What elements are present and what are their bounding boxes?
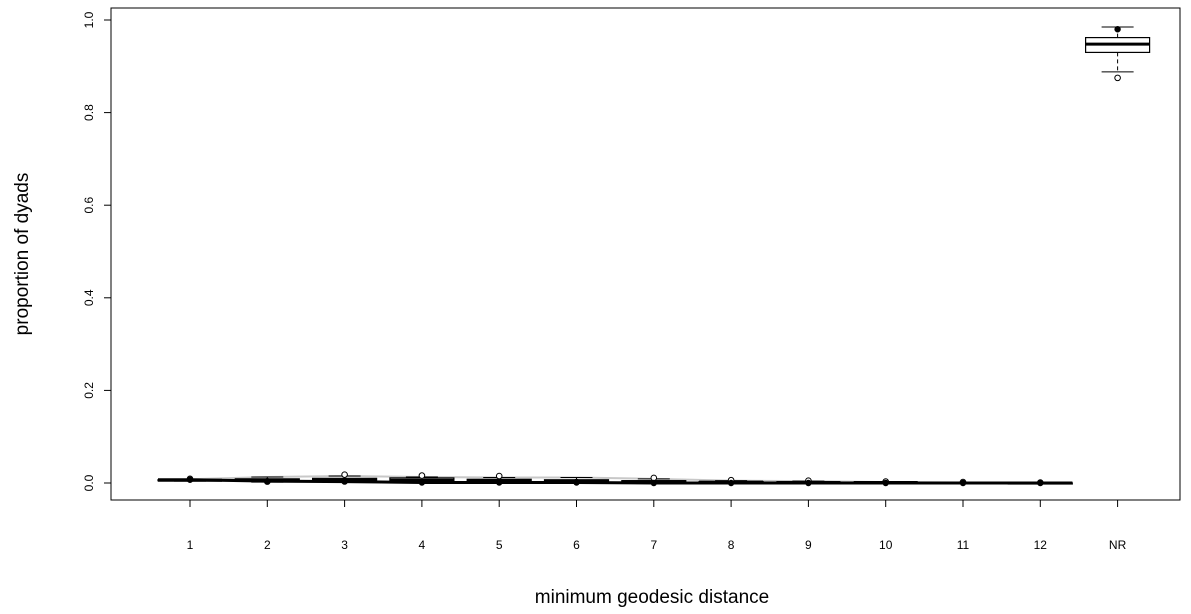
observed-point	[1037, 479, 1044, 487]
y-tick-label: 0.2	[82, 382, 96, 399]
observed-point	[650, 479, 657, 487]
observed-point	[727, 479, 735, 487]
outlier-point	[418, 472, 426, 479]
outlier-point	[495, 472, 503, 480]
observed-point	[1114, 26, 1121, 33]
y-axis: 0.0 0.2 0.4 0.6 0.8 1.0	[82, 11, 111, 491]
y-tick-label: 0.6	[82, 197, 96, 214]
x-tick-label: 9	[805, 538, 812, 552]
observed-point	[186, 476, 194, 483]
box-NR	[1084, 26, 1151, 82]
x-tick-label: NR	[1109, 538, 1127, 552]
observed-point	[959, 479, 967, 487]
observed-point	[496, 479, 503, 486]
observed-point	[264, 477, 271, 485]
y-tick-label: 0.0	[82, 474, 96, 491]
x-tick-label: 7	[650, 538, 657, 552]
observed-point	[882, 479, 889, 487]
x-tick-label: 12	[1034, 538, 1048, 552]
overlay-layer	[158, 26, 1121, 487]
observed-point	[805, 479, 812, 487]
observed-point	[418, 479, 426, 486]
x-tick-label: 3	[341, 538, 348, 552]
plot-frame	[110, 7, 1181, 501]
x-tick-label: 2	[264, 538, 271, 552]
y-tick-label: 0.4	[82, 289, 96, 306]
x-tick-label: 8	[728, 538, 735, 552]
x-tick-label: 5	[496, 538, 503, 552]
x-axis: 1 2 3 4 5 6 7 8 9 10 11 12 NR	[187, 500, 1127, 552]
y-tick-label: 0.8	[82, 104, 96, 121]
x-tick-label: 1	[187, 538, 194, 552]
x-tick-label: 10	[879, 538, 893, 552]
y-axis-title: proportion of dyads	[12, 173, 33, 336]
outlier-point	[341, 471, 348, 478]
observed-point	[341, 478, 348, 485]
y-tick-label: 1.0	[82, 11, 96, 28]
observed-line	[158, 478, 1073, 485]
observed-point	[573, 479, 580, 486]
x-tick-label: 6	[573, 538, 580, 552]
x-axis-title: minimum geodesic distance	[535, 587, 769, 608]
boxes-layer	[157, 26, 1151, 486]
x-tick-label: 11	[957, 538, 970, 552]
x-tick-label: 4	[419, 538, 426, 552]
outlier-point	[1114, 74, 1121, 82]
